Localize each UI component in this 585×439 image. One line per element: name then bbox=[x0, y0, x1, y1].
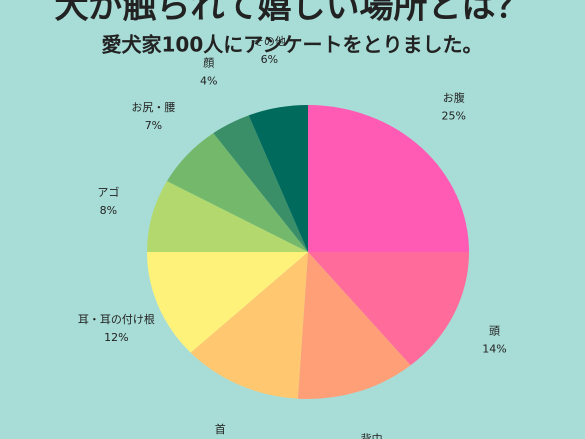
slice-label: アゴ bbox=[97, 185, 119, 199]
value-label: 7% bbox=[145, 119, 162, 132]
value-label: 6% bbox=[261, 53, 278, 66]
chart-subtitle: 愛犬家100人にアンケートをとりました。 bbox=[102, 33, 483, 57]
pie-slice bbox=[147, 252, 308, 353]
pie-slice bbox=[248, 105, 308, 252]
chart-title: 犬が触られて嬉しい場所とは？ bbox=[55, 0, 530, 27]
value-label: 14% bbox=[482, 343, 506, 356]
slice-label: お腹 bbox=[443, 90, 465, 104]
pie-slice bbox=[297, 252, 411, 399]
value-label: 4% bbox=[200, 75, 217, 88]
value-label: 12% bbox=[104, 331, 128, 344]
slice-label: 顔 bbox=[203, 56, 214, 70]
pie-slice bbox=[213, 115, 308, 253]
value-label: 25% bbox=[441, 109, 465, 122]
slice-label: 耳・耳の付け根 bbox=[78, 312, 155, 326]
pie-slice bbox=[308, 105, 469, 252]
slice-label: その他 bbox=[253, 35, 286, 48]
pie-slice bbox=[147, 181, 308, 252]
slice-label: 背中 bbox=[361, 432, 383, 439]
slice-label: 首 bbox=[215, 422, 226, 436]
slice-label: お尻・腰 bbox=[131, 101, 175, 114]
pie-slice bbox=[166, 133, 308, 252]
pie-slice bbox=[190, 252, 308, 399]
value-label: 8% bbox=[100, 204, 117, 217]
pie-slice bbox=[308, 252, 469, 366]
slice-label: 頭 bbox=[489, 325, 500, 338]
